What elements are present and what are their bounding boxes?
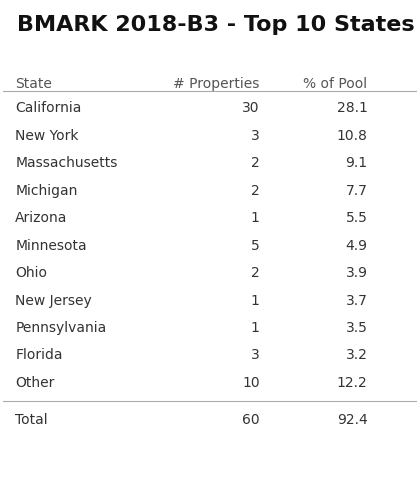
Text: Total: Total <box>15 413 48 427</box>
Text: 3.2: 3.2 <box>346 349 368 362</box>
Text: 5.5: 5.5 <box>346 211 368 225</box>
Text: 3.7: 3.7 <box>346 294 368 308</box>
Text: 2: 2 <box>251 266 260 280</box>
Text: 60: 60 <box>242 413 260 427</box>
Text: 1: 1 <box>251 321 260 335</box>
Text: Arizona: Arizona <box>15 211 68 225</box>
Text: 1: 1 <box>251 294 260 308</box>
Text: Minnesota: Minnesota <box>15 239 87 253</box>
Text: 92.4: 92.4 <box>337 413 368 427</box>
Text: 4.9: 4.9 <box>346 239 368 253</box>
Text: 7.7: 7.7 <box>346 184 368 198</box>
Text: California: California <box>15 101 81 115</box>
Text: New York: New York <box>15 129 79 143</box>
Text: 5: 5 <box>251 239 260 253</box>
Text: New Jersey: New Jersey <box>15 294 92 308</box>
Text: 1: 1 <box>251 211 260 225</box>
Text: 10: 10 <box>242 376 260 390</box>
Text: State: State <box>15 77 52 92</box>
Text: 10.8: 10.8 <box>336 129 368 143</box>
Text: BMARK 2018-B3 - Top 10 States: BMARK 2018-B3 - Top 10 States <box>17 15 415 35</box>
Text: Florida: Florida <box>15 349 63 362</box>
Text: # Properties: # Properties <box>173 77 260 92</box>
Text: 3.5: 3.5 <box>346 321 368 335</box>
Text: Pennsylvania: Pennsylvania <box>15 321 106 335</box>
Text: Michigan: Michigan <box>15 184 78 198</box>
Text: 3: 3 <box>251 349 260 362</box>
Text: Other: Other <box>15 376 55 390</box>
Text: 9.1: 9.1 <box>345 156 368 170</box>
Text: Ohio: Ohio <box>15 266 47 280</box>
Text: 2: 2 <box>251 156 260 170</box>
Text: 28.1: 28.1 <box>336 101 368 115</box>
Text: 3.9: 3.9 <box>346 266 368 280</box>
Text: 30: 30 <box>242 101 260 115</box>
Text: 3: 3 <box>251 129 260 143</box>
Text: 12.2: 12.2 <box>337 376 368 390</box>
Text: % of Pool: % of Pool <box>303 77 368 92</box>
Text: Massachusetts: Massachusetts <box>15 156 118 170</box>
Text: 2: 2 <box>251 184 260 198</box>
